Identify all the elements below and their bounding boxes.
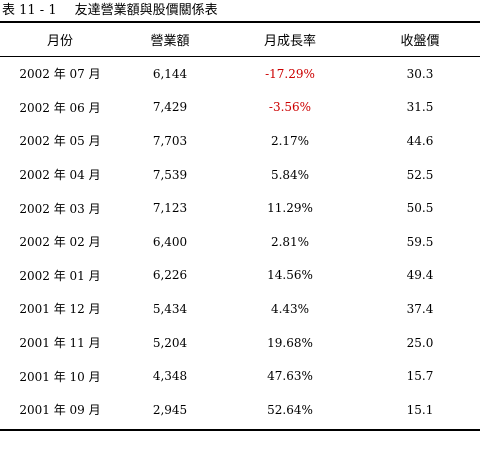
header-growth: 月成長率	[263, 34, 316, 49]
cell-revenue: 6,226	[152, 268, 188, 283]
cell-close: 44.6	[406, 133, 434, 148]
cell-growth: 5.84%	[270, 167, 310, 182]
cell-close: 49.4	[406, 268, 434, 283]
cell-close: 25.0	[406, 335, 434, 350]
cell-growth: 52.64%	[267, 402, 313, 417]
revenue-price-table: 月份 營業額 月成長率 收盤價 2002 年 07 月 6,144 -17.29…	[0, 23, 480, 427]
cell-revenue: 7,429	[152, 100, 188, 115]
cell-month: 2002 年 07 月	[19, 67, 101, 82]
cell-close: 30.3	[406, 66, 434, 81]
table-bottom-rule	[0, 429, 480, 431]
caption-label: 表 11 - 1	[2, 3, 57, 18]
table-row: 2002 年 03 月 7,123 11.29% 50.5	[0, 191, 480, 225]
table-header-row: 月份 營業額 月成長率 收盤價	[0, 23, 480, 56]
cell-close: 52.5	[406, 167, 434, 182]
header-close: 收盤價	[400, 34, 440, 49]
table-row: 2001 年 12 月 5,434 4.43% 37.4	[0, 292, 480, 326]
cell-month: 2001 年 10 月	[19, 369, 101, 384]
cell-month: 2002 年 01 月	[19, 268, 101, 283]
cell-revenue: 4,348	[152, 369, 188, 384]
table-caption: 表 11 - 1 友達營業額與股價關係表	[2, 3, 218, 19]
cell-revenue: 7,123	[152, 201, 188, 216]
cell-month: 2002 年 03 月	[19, 201, 101, 216]
cell-revenue: 7,703	[152, 133, 188, 148]
cell-month: 2001 年 11 月	[19, 336, 101, 351]
table-row: 2002 年 07 月 6,144 -17.29% 30.3	[0, 57, 480, 91]
cell-growth: 19.68%	[267, 335, 313, 350]
cell-growth: 2.17%	[270, 133, 310, 148]
header-month: 月份	[46, 34, 73, 49]
cell-month: 2002 年 02 月	[19, 235, 101, 250]
cell-close: 59.5	[406, 234, 434, 249]
table-row: 2001 年 10 月 4,348 47.63% 15.7	[0, 359, 480, 393]
table-header-rule	[0, 56, 480, 57]
cell-growth: -3.56%	[268, 100, 312, 115]
table-row: 2002 年 02 月 6,400 2.81% 59.5	[0, 225, 480, 259]
table-top-rule	[0, 21, 480, 23]
cell-close: 50.5	[406, 201, 434, 216]
cell-revenue: 6,400	[152, 234, 188, 249]
table-row: 2002 年 05 月 7,703 2.17% 44.6	[0, 124, 480, 158]
cell-month: 2001 年 09 月	[19, 403, 101, 418]
cell-close: 15.7	[406, 369, 434, 384]
cell-growth: -17.29%	[265, 66, 315, 81]
cell-month: 2002 年 06 月	[19, 100, 101, 115]
cell-revenue: 5,204	[152, 335, 188, 350]
cell-revenue: 7,539	[152, 167, 188, 182]
cell-revenue: 6,144	[152, 66, 188, 81]
cell-close: 31.5	[406, 100, 434, 115]
table-row: 2002 年 06 月 7,429 -3.56% 31.5	[0, 91, 480, 125]
table-row: 2001 年 11 月 5,204 19.68% 25.0	[0, 326, 480, 360]
cell-month: 2002 年 04 月	[19, 168, 101, 183]
header-revenue: 營業額	[150, 34, 190, 49]
cell-growth: 4.43%	[270, 301, 310, 316]
cell-growth: 2.81%	[270, 234, 310, 249]
cell-close: 15.1	[406, 402, 434, 417]
cell-close: 37.4	[406, 301, 434, 316]
cell-month: 2002 年 05 月	[19, 134, 101, 149]
table-row: 2001 年 09 月 2,945 52.64% 15.1	[0, 393, 480, 427]
caption-title: 友達營業額與股價關係表	[74, 3, 218, 18]
cell-revenue: 2,945	[152, 402, 188, 417]
table-row: 2002 年 04 月 7,539 5.84% 52.5	[0, 158, 480, 192]
table-body: 2002 年 07 月 6,144 -17.29% 30.3 2002 年 06…	[0, 57, 480, 427]
cell-month: 2001 年 12 月	[19, 302, 101, 317]
cell-growth: 11.29%	[267, 201, 313, 216]
cell-growth: 47.63%	[267, 369, 313, 384]
cell-growth: 14.56%	[267, 268, 313, 283]
table-row: 2002 年 01 月 6,226 14.56% 49.4	[0, 259, 480, 293]
cell-revenue: 5,434	[152, 301, 188, 316]
